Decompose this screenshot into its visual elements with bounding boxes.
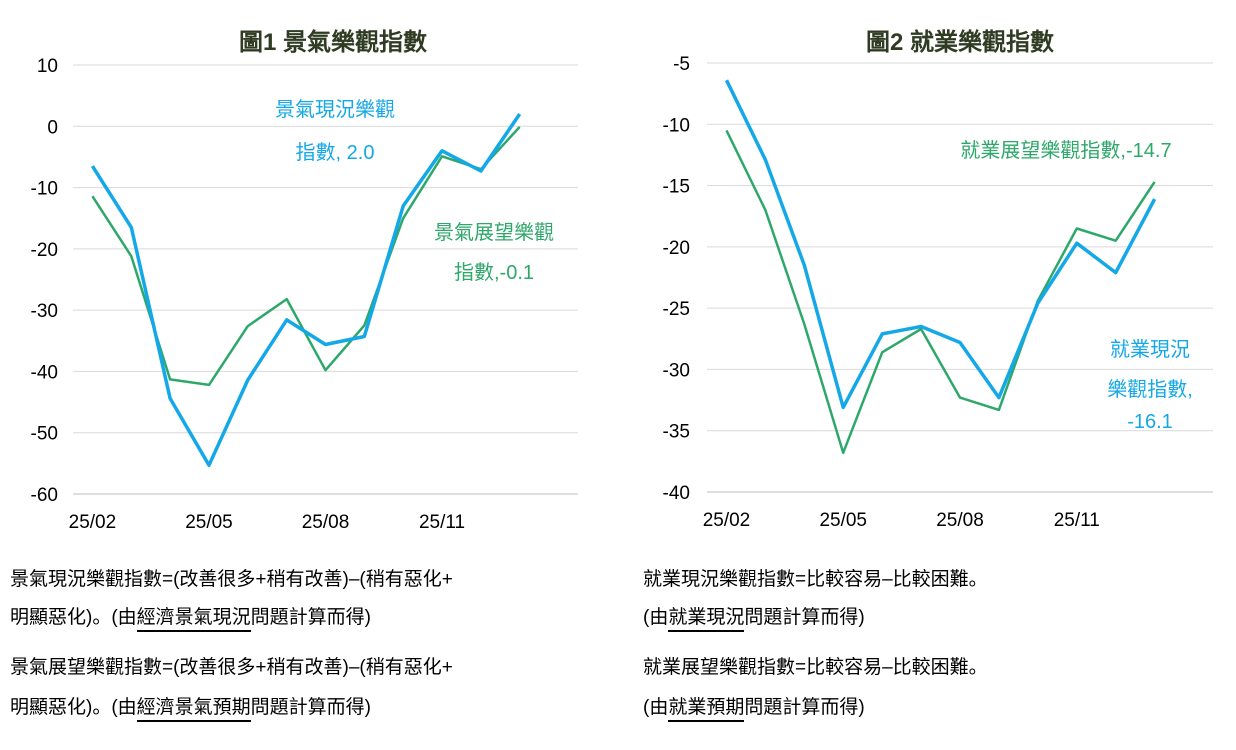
chart2-title: 圖2 就業樂觀指數 — [865, 29, 1054, 56]
note-right-2-line1: 就業展望樂觀指數=比較容易–比較困難。 — [643, 657, 988, 678]
y-tick-label: -20 — [663, 238, 690, 259]
note-right-2-line2: (由就業預期問題計算而得) — [643, 696, 865, 722]
note-left-2-line1: 景氣展望樂觀指數=(改善很多+稍有改善)–(稍有惡化+ — [10, 657, 453, 678]
note-text: 問題計算而得) — [250, 697, 371, 718]
chart1-title: 圖1 景氣樂觀指數 — [238, 29, 427, 56]
series-line-current — [724, 79, 1157, 410]
note-text: 明顯惡化)。(由 — [10, 607, 137, 628]
series-line-current — [90, 113, 522, 467]
x-tick-label: 25/05 — [819, 510, 867, 531]
note-underlined: 經濟景氣現況 — [136, 607, 251, 632]
x-tick-label: 25/08 — [936, 510, 984, 531]
x-tick-label: 25/02 — [703, 510, 751, 531]
data-label: 指數,-0.1 — [454, 261, 534, 284]
note-underlined: 就業預期 — [668, 697, 745, 722]
x-tick-label: 25/02 — [69, 512, 117, 533]
y-tick-label: -30 — [663, 360, 690, 381]
note-text: (由 — [643, 607, 669, 628]
note-underlined: 經濟景氣預期 — [136, 697, 251, 722]
note-text: 明顯惡化)。(由 — [10, 697, 137, 718]
note-text: 問題計算而得) — [744, 697, 865, 718]
y-tick-label: -50 — [31, 424, 58, 445]
data-label: -16.1 — [1127, 411, 1173, 433]
y-tick-label: -10 — [31, 179, 58, 200]
series-line-outlook — [725, 129, 1156, 455]
data-label: 就業展望樂觀指數,-14.7 — [960, 139, 1171, 162]
series-line-outlook — [91, 126, 521, 387]
y-tick-label: -10 — [663, 115, 690, 136]
note-right-1-line2: (由就業現況問題計算而得) — [643, 606, 865, 632]
y-tick-label: -15 — [663, 177, 690, 198]
y-tick-label: 0 — [47, 117, 58, 138]
data-label: 景氣展望樂觀 — [434, 221, 554, 244]
y-tick-label: 10 — [37, 56, 58, 77]
y-tick-label: -60 — [31, 485, 58, 506]
y-tick-label: -5 — [673, 54, 690, 75]
data-label: 就業現況 — [1110, 338, 1190, 361]
y-tick-label: -20 — [31, 240, 58, 261]
data-label: 景氣現況樂觀 — [275, 98, 395, 121]
x-tick-label: 25/08 — [302, 512, 350, 533]
x-tick-label: 25/11 — [419, 512, 465, 533]
note-left-2-line2: 明顯惡化)。(由經濟景氣預期問題計算而得) — [10, 696, 371, 722]
y-tick-label: -35 — [663, 422, 690, 443]
data-label: 樂觀指數, — [1107, 378, 1193, 401]
note-text: 問題計算而得) — [744, 607, 865, 628]
note-left-1-line1: 景氣現況樂觀指數=(改善很多+稍有改善)–(稍有惡化+ — [10, 569, 453, 590]
note-left-1-line2: 明顯惡化)。(由經濟景氣現況問題計算而得) — [10, 606, 371, 632]
data-label: 指數, 2.0 — [296, 141, 375, 164]
note-text: 問題計算而得) — [250, 607, 371, 628]
y-tick-label: -40 — [663, 483, 690, 504]
note-underlined: 就業現況 — [668, 607, 745, 632]
y-tick-label: -25 — [663, 299, 690, 320]
note-right-1-line1: 就業現況樂觀指數=比較容易–比較困難。 — [643, 569, 988, 590]
y-tick-label: -40 — [31, 362, 58, 383]
y-tick-label: -30 — [31, 301, 58, 322]
note-text: (由 — [643, 697, 669, 718]
x-tick-label: 25/11 — [1054, 510, 1100, 531]
x-tick-label: 25/05 — [185, 512, 233, 533]
